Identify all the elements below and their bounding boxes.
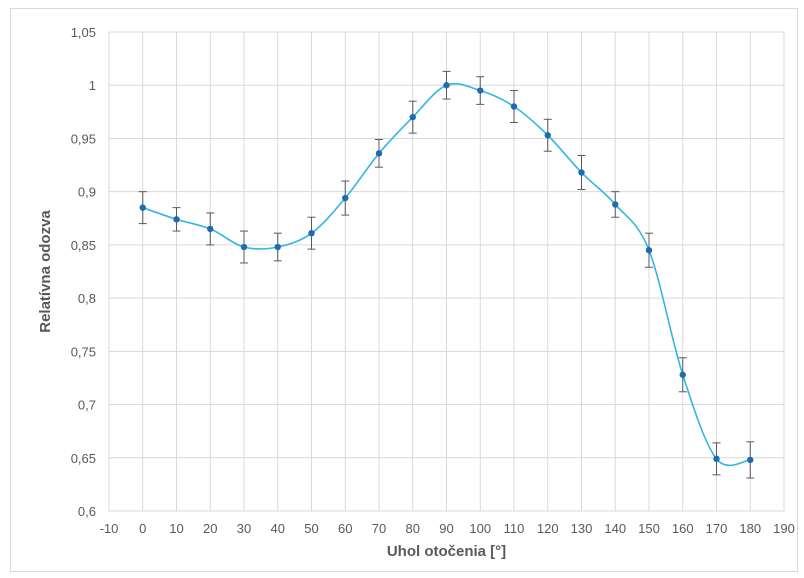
x-tick-label: 160 xyxy=(672,521,694,536)
x-tick-label: 130 xyxy=(571,521,593,536)
y-tick-label: 0,9 xyxy=(78,185,96,200)
data-point xyxy=(375,150,383,157)
y-tick-label: 0,7 xyxy=(78,398,96,413)
y-tick-label: 0,65 xyxy=(71,451,96,466)
data-point xyxy=(274,243,281,251)
x-tick-label: 190 xyxy=(773,521,795,536)
y-tick-label: 0,95 xyxy=(71,131,96,146)
x-tick-label: 140 xyxy=(604,521,626,536)
x-tick-label: 80 xyxy=(406,521,420,536)
x-tick-label: 50 xyxy=(304,521,318,536)
x-tick-label: 10 xyxy=(169,521,183,536)
x-tick-label: 70 xyxy=(372,521,386,536)
x-axis-tick-labels: -10 0 10 20 30 40 50 60 70 80 90 100 110 120 130 140 150… xyxy=(100,521,795,536)
x-tick-label: 180 xyxy=(739,521,761,536)
data-point xyxy=(645,247,653,254)
data-point xyxy=(510,103,518,110)
x-tick-label: 170 xyxy=(706,521,728,536)
x-tick-label: 0 xyxy=(139,521,146,536)
x-tick-label: 110 xyxy=(504,521,525,536)
data-point xyxy=(139,204,146,211)
x-tick-label: 100 xyxy=(469,521,491,536)
data-point xyxy=(544,132,551,139)
data-point xyxy=(477,87,484,94)
x-tick-label: 150 xyxy=(638,521,660,536)
data-point xyxy=(713,455,720,463)
data-points xyxy=(139,82,754,464)
y-tick-label: 0,8 xyxy=(78,291,96,306)
y-tick-label: 0,6 xyxy=(78,504,96,519)
x-tick-label: 30 xyxy=(237,521,251,536)
y-tick-label: 0,85 xyxy=(71,238,96,253)
x-tick-label: 40 xyxy=(271,521,285,536)
y-tick-label: 0,75 xyxy=(71,344,96,359)
y-axis-title: Relatívna odozva xyxy=(37,210,54,333)
x-tick-label: 90 xyxy=(439,521,453,536)
data-point xyxy=(240,243,248,251)
data-point xyxy=(207,225,214,233)
error-bars xyxy=(138,70,755,479)
x-tick-label: 20 xyxy=(203,521,217,536)
data-point xyxy=(443,82,450,89)
data-point xyxy=(409,113,416,121)
data-point xyxy=(578,169,585,176)
x-tick-label: 120 xyxy=(537,521,559,536)
grid xyxy=(108,31,785,512)
x-tick-label: -10 xyxy=(100,521,119,536)
data-point xyxy=(612,201,619,208)
chart-area xyxy=(10,8,798,572)
data-point xyxy=(173,216,180,223)
y-tick-label: 1 xyxy=(89,78,96,93)
data-point xyxy=(342,194,349,202)
y-tick-label: 1,05 xyxy=(71,25,96,40)
data-point xyxy=(747,456,754,464)
x-tick-label: 60 xyxy=(338,521,352,536)
y-axis-tick-labels: 0,6 0,65 0,7 0,75 0,8 0,85 0,9 0,95 1 1,05 xyxy=(71,25,96,519)
x-axis-title: Uhol otočenia [°] xyxy=(387,543,506,560)
data-point xyxy=(679,371,686,378)
data-point xyxy=(308,229,315,237)
